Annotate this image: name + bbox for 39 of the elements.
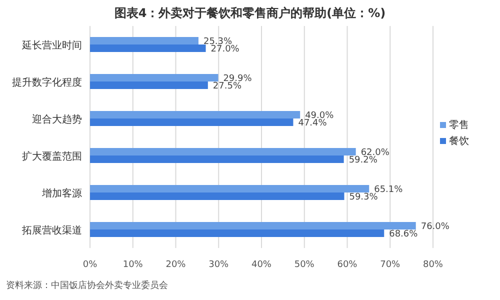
x-tick-label: 80% xyxy=(422,260,444,270)
y-tick-label: 扩大覆盖范围 xyxy=(22,150,82,162)
bar xyxy=(90,148,356,156)
data-label: 59.2% xyxy=(348,156,378,166)
bar xyxy=(90,111,300,118)
y-tick-label: 提升数字化程度 xyxy=(12,76,82,88)
x-tick-label: 20% xyxy=(166,260,186,270)
text: 资料来源：中国饭店协会外卖专业委员会 xyxy=(6,280,168,291)
x-tick-label: 10% xyxy=(122,260,144,270)
bar xyxy=(90,37,198,44)
legend-label: 零售 xyxy=(449,119,469,131)
y-tick-label: 增加客源 xyxy=(41,188,82,200)
x-tick-label: 50% xyxy=(294,260,315,270)
y-tick-label: 延长营业时间 xyxy=(21,40,82,52)
y-tick-label: 拓展营收渠道 xyxy=(21,224,82,236)
data-label: 76.0% xyxy=(420,222,450,232)
x-tick-label: 0% xyxy=(82,260,98,270)
data-label: 27.0% xyxy=(210,44,240,54)
bar xyxy=(90,82,208,89)
legend-label: 餐饮 xyxy=(449,135,469,147)
data-label: 65.1% xyxy=(374,185,404,195)
data-label: 47.4% xyxy=(298,118,328,128)
bar xyxy=(90,185,370,192)
data-label: 68.6% xyxy=(389,230,418,240)
y-tick-label: 迎合大趋势 xyxy=(32,114,82,126)
bar xyxy=(90,230,384,237)
bar xyxy=(90,44,206,52)
bar xyxy=(90,192,344,200)
bar xyxy=(90,74,218,82)
bar xyxy=(90,222,416,230)
x-tick-label: 70% xyxy=(380,260,401,270)
bar xyxy=(90,156,344,163)
x-tick-label: 30% xyxy=(208,260,230,270)
data-label: 27.5% xyxy=(212,82,242,92)
chart-title: 图表4：外卖对于餐饮和零售商户的帮助(单位：%) xyxy=(114,6,386,20)
x-tick-label: 40% xyxy=(251,260,272,270)
x-tick-label: 60% xyxy=(337,260,358,270)
bar xyxy=(90,118,294,126)
data-label: 59.3% xyxy=(349,192,378,202)
